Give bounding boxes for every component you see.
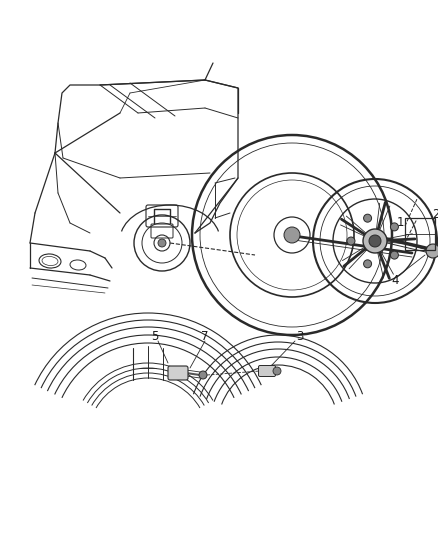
Text: 2: 2: [432, 208, 438, 222]
Text: 4: 4: [391, 274, 399, 287]
FancyBboxPatch shape: [258, 366, 276, 376]
Text: 1: 1: [396, 216, 404, 230]
Text: 7: 7: [201, 330, 209, 343]
Circle shape: [390, 251, 399, 259]
Circle shape: [347, 237, 355, 245]
Circle shape: [390, 223, 399, 231]
Circle shape: [426, 244, 438, 258]
Circle shape: [364, 260, 371, 268]
Ellipse shape: [427, 246, 437, 254]
Circle shape: [364, 214, 371, 222]
Text: 3: 3: [297, 330, 304, 343]
Circle shape: [273, 367, 281, 375]
Bar: [405, 218, 435, 250]
Circle shape: [199, 371, 207, 379]
Circle shape: [158, 239, 166, 247]
Text: 5: 5: [151, 330, 159, 343]
Circle shape: [363, 229, 387, 253]
Circle shape: [369, 235, 381, 247]
FancyBboxPatch shape: [168, 366, 188, 380]
Circle shape: [284, 227, 300, 243]
